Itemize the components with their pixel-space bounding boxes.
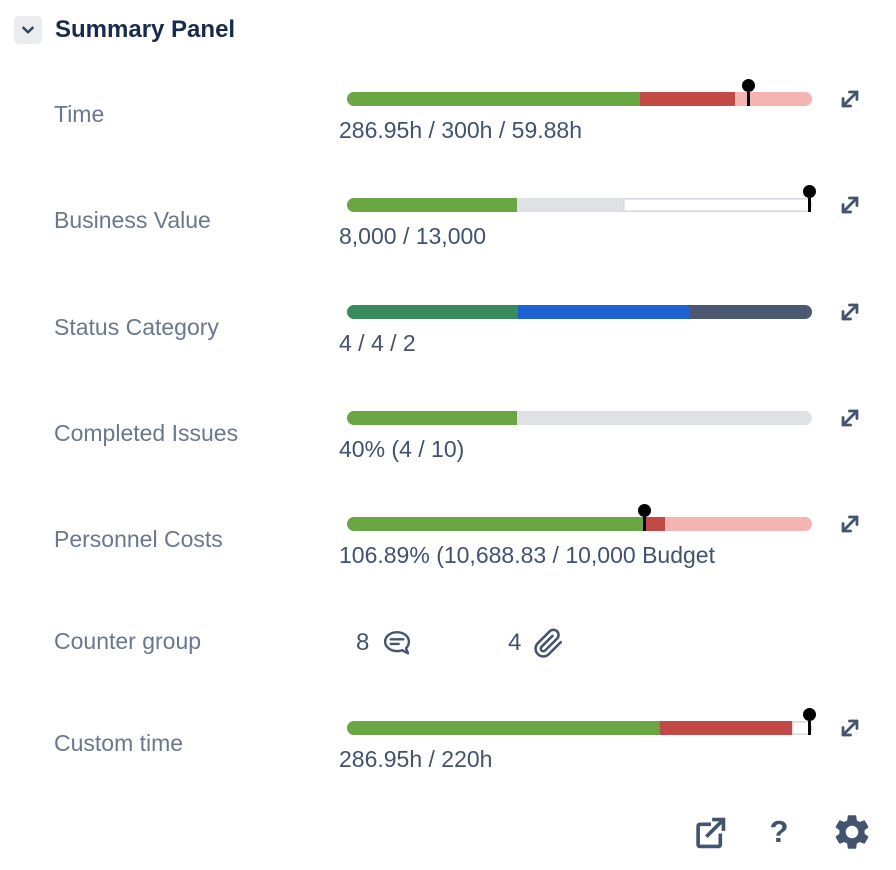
bar-segment-pink [734, 92, 812, 106]
bar-segment-red [644, 517, 666, 531]
bar-segment-blue [518, 305, 691, 319]
panel-footer: ? [0, 805, 896, 860]
export-button[interactable] [690, 813, 730, 853]
row-custom-time: Custom time 286.95h / 220h [0, 708, 896, 801]
bar-segment-red [639, 92, 735, 106]
expand-diagonal-arrows-icon [835, 84, 865, 114]
bar-segment-white [622, 198, 812, 212]
settings-gear-icon [831, 811, 873, 853]
bar-segment-gray [517, 411, 812, 425]
attachment-count: 4 [508, 629, 522, 656]
expand-diagonal-arrows-icon [835, 190, 865, 220]
expand-diagonal-arrows-icon [835, 509, 865, 539]
business-value-value: 8,000 / 13,000 [339, 223, 487, 249]
bar-segment-gray [516, 198, 623, 212]
bar-segment-red [659, 721, 792, 735]
bar-segment-green [347, 198, 517, 212]
expand-diagonal-arrows-icon [835, 297, 865, 327]
expand-diagonal-arrows-icon [835, 713, 865, 743]
expand-time-button[interactable] [834, 83, 866, 115]
row-label-status-category: Status Category [54, 314, 219, 340]
status-category-value: 4 / 4 / 2 [339, 330, 416, 356]
status-category-progress-bar [347, 305, 812, 319]
bar-segment-slate [690, 305, 812, 319]
target-marker-pin [637, 504, 651, 531]
row-status-category: Status Category 4 / 4 / 2 [0, 303, 896, 385]
completed-issues-progress-bar [347, 411, 812, 425]
row-time: Time 286.95h / 300h / 59.88h [0, 79, 896, 172]
panel-title: Summary Panel [55, 16, 236, 43]
attachment-counter: 4 [508, 626, 564, 660]
help-button[interactable]: ? [762, 811, 796, 853]
completed-issues-value: 40% (4 / 10) [339, 436, 465, 462]
expand-diagonal-arrows-icon [835, 403, 865, 433]
row-completed-issues: Completed Issues 40% (4 / 10) [0, 409, 896, 491]
bar-segment-green [347, 92, 640, 106]
panel-header: Summary Panel [0, 0, 896, 60]
attachment-icon [533, 628, 564, 659]
row-label-business-value: Business Value [54, 207, 211, 233]
row-label-time: Time [54, 101, 105, 127]
row-personnel-costs: Personnel Costs 106.89% (10,688.83 / 10,… [0, 504, 896, 597]
expand-row-business-value-button[interactable] [834, 189, 866, 221]
time-progress-bar [347, 79, 812, 106]
custom-time-progress-bar [347, 708, 816, 735]
business-value-progress-bar [347, 185, 816, 212]
comment-count: 8 [356, 629, 370, 656]
row-counter-group: Counter group 8 4 [0, 626, 896, 676]
comment-icon [381, 627, 413, 659]
custom-time-value: 286.95h / 220h [339, 746, 493, 772]
target-marker-pin [802, 185, 816, 212]
bar-segment-seagreen [347, 305, 519, 319]
help-icon: ? [769, 814, 789, 849]
target-marker-pin [742, 79, 756, 106]
expand-row-custom-time-button[interactable] [834, 712, 866, 744]
chevron-down-icon [18, 20, 38, 40]
bar-segment-white [791, 721, 812, 735]
expand-row-status-category-button[interactable] [834, 296, 866, 328]
bar-segment-green [347, 411, 518, 425]
collapse-button[interactable] [14, 16, 42, 44]
row-label-personnel-costs: Personnel Costs [54, 526, 223, 552]
bar-segment-green [347, 517, 645, 531]
row-label-counter-group: Counter group [54, 628, 202, 654]
comment-counter: 8 [356, 626, 413, 660]
row-label-completed-issues: Completed Issues [54, 420, 239, 446]
export-icon [691, 814, 729, 852]
row-business-value: Business Value 8,000 / 13,000 [0, 185, 896, 278]
row-label-custom-time: Custom time [54, 730, 184, 756]
personnel-costs-value: 106.89% (10,688.83 / 10,000 Budget [339, 542, 715, 568]
time-value: 286.95h / 300h / 59.88h [339, 117, 582, 143]
target-marker-pin [802, 708, 816, 735]
bar-segment-green [347, 721, 660, 735]
personnel-costs-progress-bar [347, 504, 812, 531]
expand-row-personnel-costs-button[interactable] [834, 508, 866, 540]
settings-button[interactable] [830, 809, 874, 855]
bar-segment-pink [665, 517, 812, 531]
expand-row-completed-issues-button[interactable] [834, 402, 866, 434]
